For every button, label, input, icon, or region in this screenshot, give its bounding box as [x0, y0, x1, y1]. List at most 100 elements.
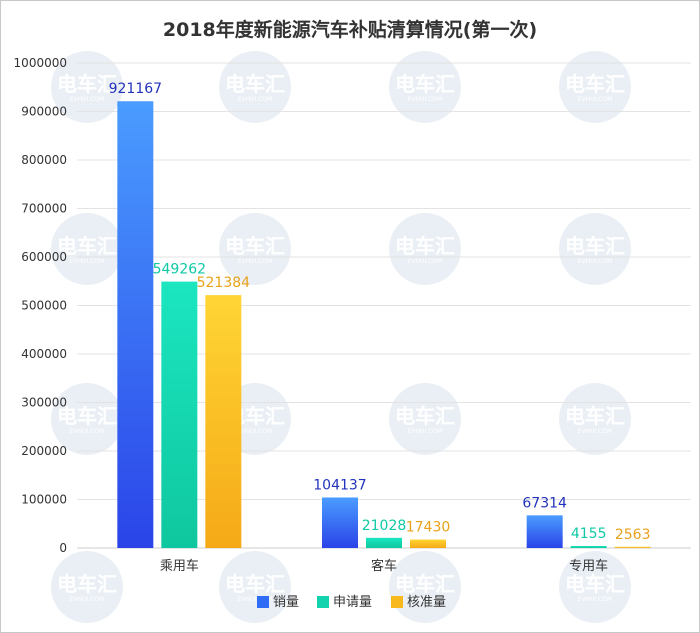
watermark-sub-text: EVHUI.COM: [578, 596, 613, 603]
watermark-sub-text: EVHUI.COM: [70, 96, 105, 103]
watermark-sub-text: EVHUI.COM: [238, 96, 273, 103]
watermark-sub-text: EVHUI.COM: [578, 96, 613, 103]
watermark-layer: 电车汇EVHUI.COM电车汇EVHUI.COM电车汇EVHUI.COM电车汇E…: [51, 51, 631, 623]
watermark-logo-text: 电车汇: [395, 572, 455, 596]
watermark-circle: [389, 551, 461, 623]
legend-item: 申请量: [317, 595, 372, 610]
data-label: 521384: [197, 275, 251, 291]
watermark-sub-text: EVHUI.COM: [408, 258, 443, 265]
legend-swatch: [317, 596, 329, 608]
watermark-sub-text: EVHUI.COM: [238, 428, 273, 435]
data-label: 17430: [406, 520, 451, 536]
watermark-sub-text: EVHUI.COM: [70, 258, 105, 265]
watermark-logo-text: 电车汇: [395, 404, 455, 428]
legend: 销量 申请量 核准量: [257, 595, 446, 610]
watermark-circle: [559, 51, 631, 123]
bar-核准量-专用车: [614, 546, 651, 548]
bar-销量-客车: [322, 497, 358, 548]
legend-swatch: [257, 596, 269, 608]
data-label: 2563: [615, 527, 651, 543]
watermark-sub-text: EVHUI.COM: [70, 596, 105, 603]
y-tick-label: 900000: [21, 105, 67, 119]
watermark-circle: [51, 51, 123, 123]
x-category-label: 客车: [371, 558, 397, 574]
watermark-circle: [389, 51, 461, 123]
watermark-circle: [389, 383, 461, 455]
watermark-sub-text: EVHUI.COM: [70, 428, 105, 435]
watermark-logo-text: 电车汇: [565, 72, 625, 96]
watermark-circle: [559, 383, 631, 455]
watermark-logo-text: 电车汇: [57, 72, 117, 96]
chart-title: 2018年度新能源汽车补贴清算情况(第一次): [163, 18, 537, 41]
y-tick-label: 600000: [21, 250, 67, 264]
data-label: 67314: [522, 495, 567, 511]
watermark-circle: [51, 213, 123, 285]
y-tick-label: 1000000: [14, 56, 67, 70]
watermark-logo-text: 电车汇: [225, 234, 285, 258]
watermark-circle: [51, 551, 123, 623]
watermark-sub-text: EVHUI.COM: [408, 428, 443, 435]
bar-申请量-客车: [366, 537, 402, 548]
watermark-logo-text: 电车汇: [57, 234, 117, 258]
watermark-circle: [559, 213, 631, 285]
watermark-logo-text: 电车汇: [565, 404, 625, 428]
watermark-sub-text: EVHUI.COM: [238, 258, 273, 265]
watermark-logo-text: 电车汇: [565, 572, 625, 596]
legend-label: 申请量: [333, 595, 372, 610]
watermark-circle: [389, 213, 461, 285]
bar-申请量-专用车: [570, 545, 607, 548]
y-tick-label: 700000: [21, 202, 67, 216]
y-tick-label: 800000: [21, 153, 67, 167]
data-label: 921167: [109, 81, 162, 97]
bar-申请量-乘用车: [161, 281, 198, 548]
watermark-sub-text: EVHUI.COM: [408, 596, 443, 603]
watermark-sub-text: EVHUI.COM: [578, 428, 613, 435]
watermark-circle: [219, 51, 291, 123]
bar-核准量-客车: [410, 539, 446, 548]
data-label: 549262: [153, 262, 206, 278]
data-label: 21028: [362, 518, 407, 534]
watermark-circle: [51, 383, 123, 455]
watermark-logo-text: 电车汇: [225, 572, 285, 596]
data-label: 4155: [571, 526, 607, 542]
x-axis: 乘用车 客车 专用车: [160, 558, 608, 574]
watermark-circle: [559, 551, 631, 623]
y-tick-label: 400000: [21, 347, 67, 361]
watermark-logo-text: 电车汇: [57, 404, 117, 428]
watermark-logo-text: 电车汇: [395, 72, 455, 96]
watermark-sub-text: EVHUI.COM: [238, 596, 273, 603]
legend-label: 销量: [273, 595, 299, 610]
bar-销量-乘用车: [117, 101, 154, 548]
watermark-circle: [219, 551, 291, 623]
x-category-label: 乘用车: [160, 558, 199, 574]
bar-销量-专用车: [526, 515, 563, 548]
watermark-circle: [219, 213, 291, 285]
watermark-sub-text: EVHUI.COM: [408, 96, 443, 103]
legend-label: 核准量: [407, 595, 446, 610]
y-tick-label: 300000: [21, 396, 67, 410]
watermark-logo-text: 电车汇: [395, 234, 455, 258]
watermark-logo-text: 电车汇: [225, 72, 285, 96]
legend-item: 核准量: [391, 595, 446, 610]
watermark-sub-text: EVHUI.COM: [578, 258, 613, 265]
legend-swatch: [391, 596, 403, 608]
y-tick-label: 200000: [21, 444, 67, 458]
watermark-logo-text: 电车汇: [565, 234, 625, 258]
y-tick-label: 100000: [21, 493, 67, 507]
bars: [117, 101, 651, 548]
legend-item: 销量: [257, 595, 299, 610]
